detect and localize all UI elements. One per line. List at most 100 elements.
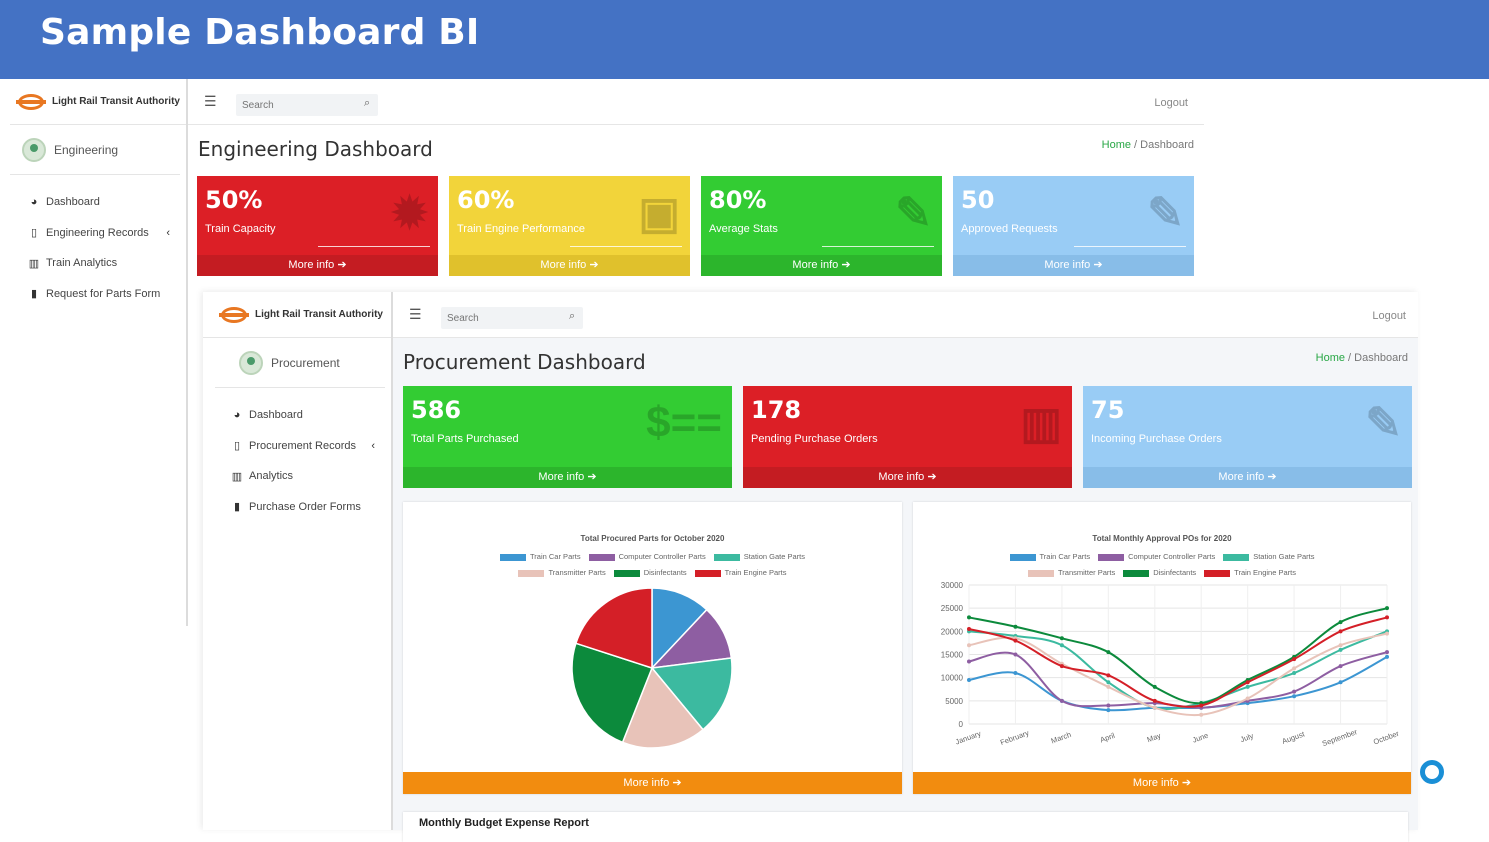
line-point[interactable] <box>1013 624 1018 629</box>
breadcrumb-home[interactable]: Home <box>1315 352 1345 364</box>
gear-icon: ✹ <box>391 189 428 238</box>
legend-entry[interactable]: Computer Controller Parts <box>588 552 706 561</box>
logout-link[interactable]: Logout <box>1154 97 1188 109</box>
brand[interactable]: Light Rail Transit Authority <box>10 79 186 125</box>
line-point[interactable] <box>967 659 971 664</box>
line-point[interactable] <box>1106 680 1111 685</box>
line-point[interactable] <box>1059 636 1064 641</box>
line-point[interactable] <box>1338 620 1343 625</box>
line-point[interactable] <box>1013 652 1018 657</box>
user-panel[interactable]: Engineering <box>10 125 180 175</box>
pie-slice[interactable] <box>621 666 705 749</box>
breadcrumb-home[interactable]: Home <box>1101 139 1131 151</box>
user-panel[interactable]: Procurement <box>215 338 385 388</box>
line-point[interactable] <box>1292 666 1297 671</box>
line-series[interactable] <box>968 616 1388 708</box>
line-point[interactable] <box>967 615 971 620</box>
line-point[interactable] <box>1245 696 1250 701</box>
line-point[interactable] <box>967 627 971 632</box>
legend-entry[interactable]: Transmitter Parts <box>1027 568 1115 577</box>
line-point[interactable] <box>1059 698 1064 703</box>
line-point[interactable] <box>1385 615 1389 620</box>
line-point[interactable] <box>1106 684 1111 689</box>
line-point[interactable] <box>967 677 971 682</box>
legend-entry[interactable]: Computer Controller Parts <box>1098 552 1215 561</box>
brand[interactable]: Light Rail Transit Authority <box>203 292 391 338</box>
search-icon[interactable]: ⌕ <box>569 310 576 322</box>
sidebar-item-dashboard[interactable]: ◕ Dashboard <box>213 400 391 431</box>
more-info-link[interactable]: More info ➔ <box>701 255 942 276</box>
legend-entry[interactable]: Train Car Parts <box>1009 552 1090 561</box>
line-point[interactable] <box>1385 654 1389 659</box>
line-point[interactable] <box>1106 650 1111 655</box>
line-point[interactable] <box>1292 694 1297 699</box>
line-point[interactable] <box>1245 680 1250 685</box>
legend-entry[interactable]: Station Gate Parts <box>1223 552 1315 561</box>
legend-entry[interactable]: Disinfectants <box>1123 568 1196 577</box>
pie-slice[interactable] <box>651 587 708 670</box>
line-point[interactable] <box>1385 606 1389 611</box>
line-point[interactable] <box>1106 703 1111 708</box>
line-point[interactable] <box>1059 664 1064 669</box>
legend-entry[interactable]: Transmitter Parts <box>518 568 606 577</box>
line-point[interactable] <box>1013 671 1018 676</box>
logout-link[interactable]: Logout <box>1372 310 1406 322</box>
more-info-link[interactable]: More info ➔ <box>1083 467 1412 488</box>
line-point[interactable] <box>1152 684 1157 689</box>
chevron-left-icon[interactable]: ‹ <box>371 439 375 452</box>
line-point[interactable] <box>1059 643 1064 648</box>
search-input[interactable] <box>441 307 583 329</box>
pie-slice[interactable] <box>571 642 653 744</box>
sidebar-item-analytics[interactable]: ▥ Analytics <box>213 461 391 492</box>
line-series[interactable] <box>968 607 1388 705</box>
chevron-left-icon[interactable]: ‹ <box>166 226 170 239</box>
search-icon[interactable]: ⌕ <box>364 97 371 109</box>
sidebar-item-dashboard[interactable]: ◕ Dashboard <box>10 187 186 218</box>
sidebar-item-request-for-parts-form[interactable]: ▮ Request for Parts Form <box>10 279 186 310</box>
line-series[interactable] <box>968 655 1388 712</box>
line-point[interactable] <box>1106 708 1111 713</box>
more-info-link[interactable]: More info ➔ <box>953 255 1194 276</box>
legend-entry[interactable]: Station Gate Parts <box>713 552 805 561</box>
legend-entry[interactable]: Train Car Parts <box>500 552 581 561</box>
more-info-link[interactable]: More info ➔ <box>743 467 1072 488</box>
pie-slice[interactable] <box>650 657 733 731</box>
line-point[interactable] <box>1385 650 1389 655</box>
line-point[interactable] <box>1245 684 1250 689</box>
line-point[interactable] <box>1152 705 1157 710</box>
line-point[interactable] <box>1338 680 1343 685</box>
more-info-link[interactable]: More info ➔ <box>403 467 732 488</box>
line-point[interactable] <box>967 643 971 648</box>
line-point[interactable] <box>1013 638 1018 643</box>
search-input[interactable] <box>236 94 378 116</box>
line-point[interactable] <box>1292 657 1297 662</box>
pie-more-info-link[interactable]: More info ➔ <box>403 772 902 794</box>
line-series[interactable] <box>968 632 1388 717</box>
sidebar-item-engineering-records[interactable]: ▯ Engineering Records ‹ <box>10 218 186 249</box>
sidebar-item-procurement-records[interactable]: ▯ Procurement Records ‹ <box>213 431 391 462</box>
line-point[interactable] <box>1338 629 1343 634</box>
legend-entry[interactable]: Disinfectants <box>613 568 687 577</box>
legend-entry[interactable]: Train Engine Parts <box>1204 568 1296 577</box>
line-point[interactable] <box>1152 698 1157 703</box>
line-point[interactable] <box>1338 664 1343 669</box>
line-point[interactable] <box>1338 643 1343 648</box>
more-info-link[interactable]: More info ➔ <box>449 255 690 276</box>
sidebar-item-purchase-order-forms[interactable]: ▮ Purchase Order Forms <box>213 492 391 523</box>
line-point[interactable] <box>1292 689 1297 694</box>
line-point[interactable] <box>1385 631 1389 636</box>
line-point[interactable] <box>1199 703 1204 708</box>
legend-entry[interactable]: Train Engine Parts <box>694 568 787 577</box>
stat-label: Train Engine Performance <box>457 223 585 235</box>
line-point[interactable] <box>1292 671 1297 676</box>
pie-slice[interactable] <box>574 587 653 670</box>
hamburger-icon[interactable]: ☰ <box>409 306 422 322</box>
hamburger-icon[interactable]: ☰ <box>204 93 217 109</box>
line-point[interactable] <box>1338 647 1343 652</box>
sidebar-item-train-analytics[interactable]: ▥ Train Analytics <box>10 248 186 279</box>
more-info-link[interactable]: More info ➔ <box>197 255 438 276</box>
line-point[interactable] <box>1106 673 1111 678</box>
line-series[interactable] <box>968 630 1388 711</box>
line-point[interactable] <box>1199 712 1204 717</box>
line-more-info-link[interactable]: More info ➔ <box>913 772 1411 794</box>
